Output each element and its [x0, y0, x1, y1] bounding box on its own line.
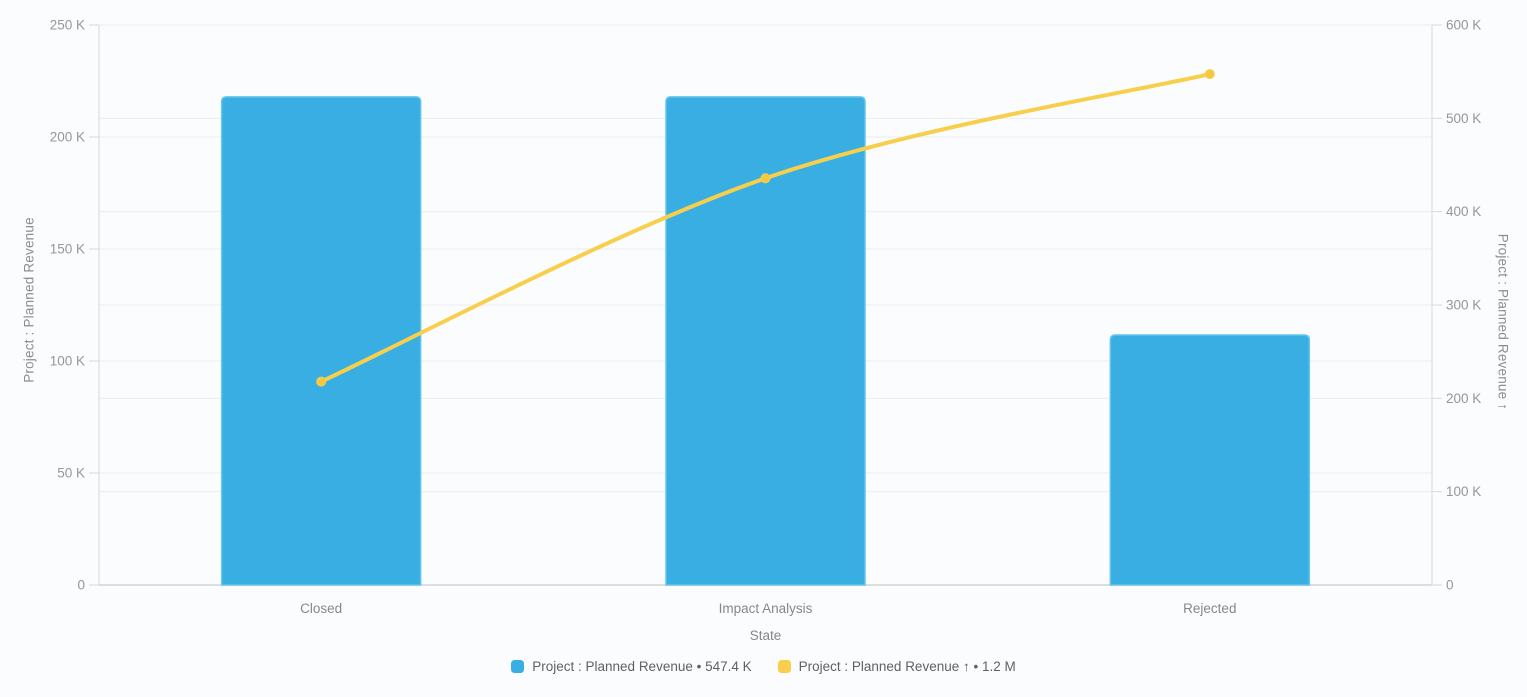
legend: Project : Planned Revenue • 547.4 K Proj… — [0, 659, 1527, 674]
left-axis-tick-label: 100 K — [50, 354, 85, 369]
x-axis-title: State — [750, 628, 782, 643]
right-axis-tick-label: 300 K — [1446, 298, 1481, 313]
x-axis-category-label: Rejected — [1183, 601, 1236, 616]
legend-swatch-bar-series — [511, 660, 525, 673]
bar-rejected[interactable] — [1109, 334, 1311, 586]
legend-label-bar-series: Project : Planned Revenue • 547.4 K — [532, 659, 752, 674]
left-axis-tick-label: 0 — [77, 578, 85, 593]
x-axis-category-label: Closed — [300, 601, 342, 616]
right-axis-tick-label: 100 K — [1446, 484, 1481, 499]
right-axis-tick-label: 600 K — [1446, 18, 1481, 33]
left-axis-tick-label: 150 K — [50, 242, 85, 257]
right-axis-title: Project : Planned Revenue ↑ — [1495, 233, 1511, 411]
right-axis-tick-label: 400 K — [1446, 204, 1481, 219]
right-axis-tick-label: 200 K — [1446, 391, 1481, 406]
legend-item-planned-revenue-cumulative[interactable]: Project : Planned Revenue ↑ • 1.2 M — [777, 659, 1016, 674]
legend-label-line-series: Project : Planned Revenue ↑ • 1.2 M — [798, 659, 1016, 674]
legend-item-planned-revenue[interactable]: Project : Planned Revenue • 547.4 K — [511, 659, 752, 674]
bar-impact-analysis[interactable] — [665, 96, 866, 586]
left-axis-tick-label: 50 K — [57, 466, 85, 481]
x-axis-category-label: Impact Analysis — [719, 601, 813, 616]
right-axis-tick-label: 0 — [1446, 578, 1454, 593]
bar-closed[interactable] — [220, 96, 422, 586]
data-point-closed[interactable] — [316, 376, 327, 387]
data-point-impact-analysis[interactable] — [760, 173, 771, 184]
left-axis-tick-label: 200 K — [50, 130, 85, 145]
left-axis-tick-label: 250 K — [50, 18, 85, 33]
legend-swatch-line-series — [777, 660, 791, 673]
data-point-rejected[interactable] — [1204, 69, 1215, 80]
right-axis-tick-label: 500 K — [1446, 111, 1481, 126]
left-axis-title: Project : Planned Revenue — [21, 217, 37, 383]
